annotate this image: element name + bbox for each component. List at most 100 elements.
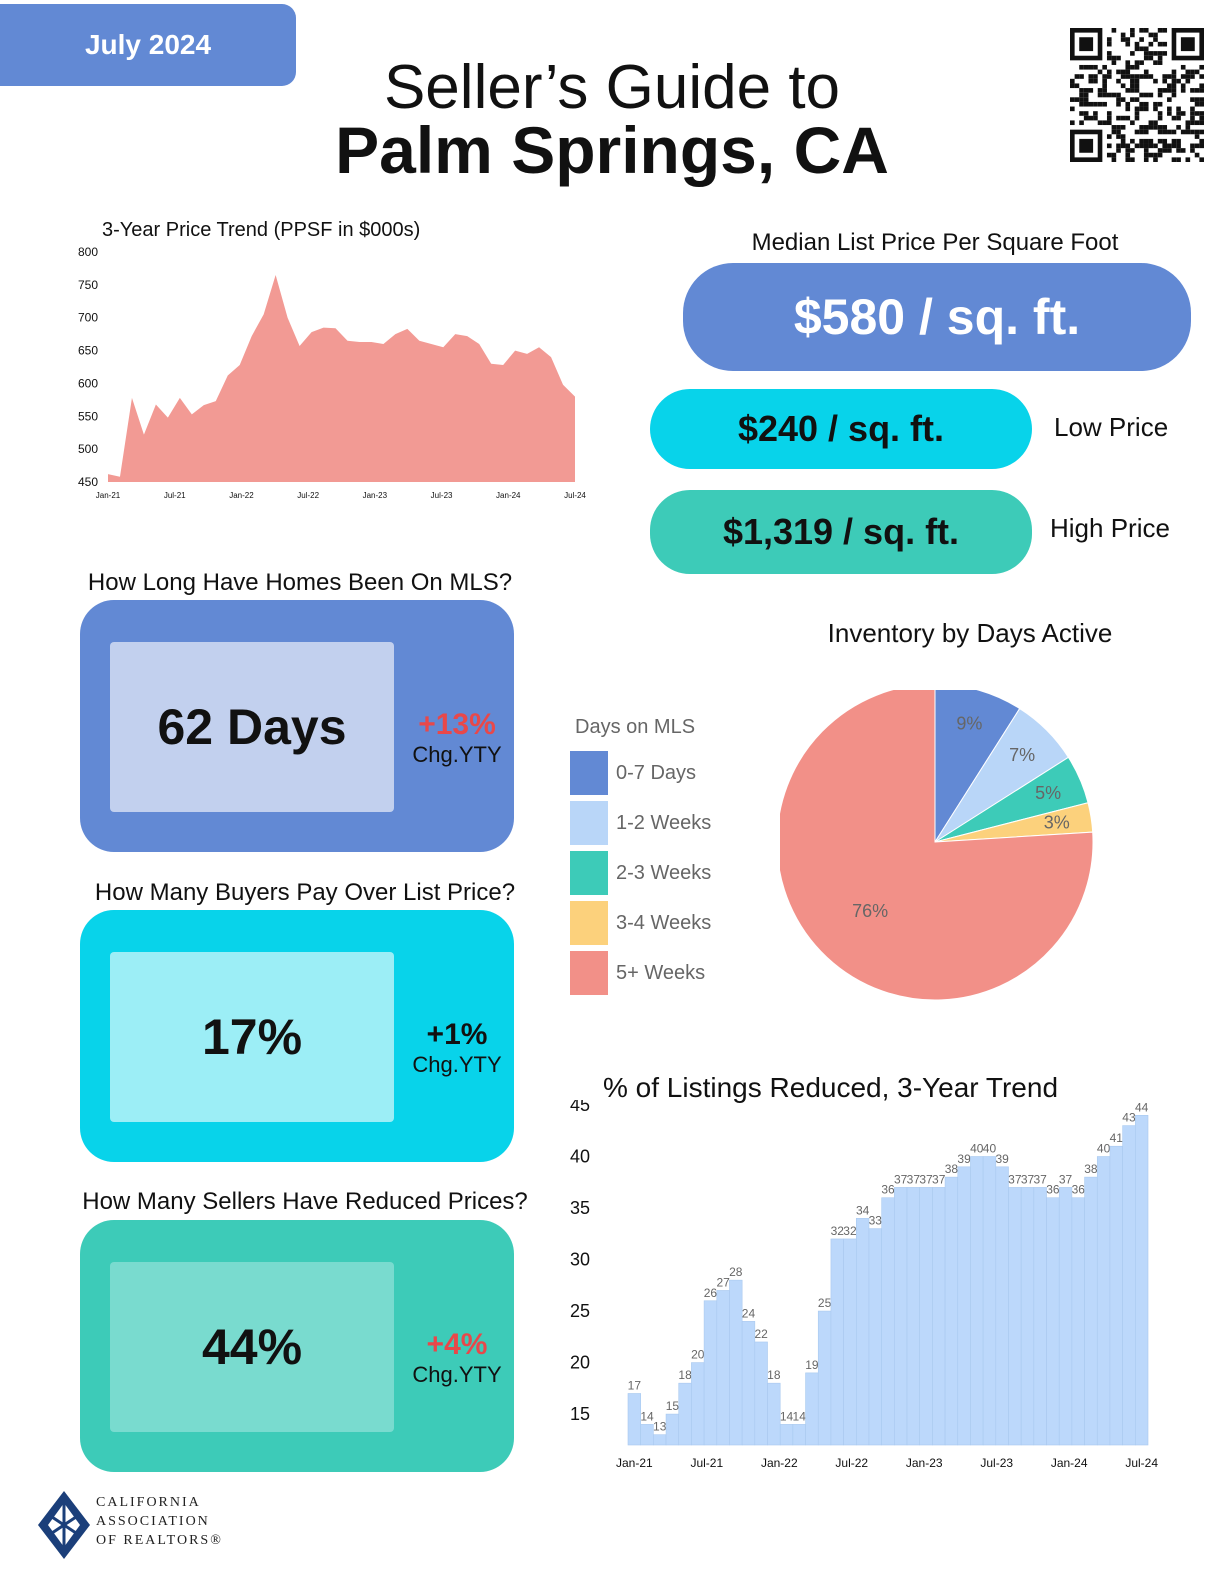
bar-value-label: 14 bbox=[780, 1409, 794, 1423]
bar-value-label: 41 bbox=[1110, 1131, 1124, 1145]
bar-y-tick: 30 bbox=[570, 1250, 590, 1270]
pie-label: 3% bbox=[1044, 813, 1070, 833]
bar bbox=[843, 1238, 857, 1446]
bar-value-label: 26 bbox=[704, 1286, 718, 1300]
bar-x-tick: Jan-24 bbox=[1051, 1456, 1088, 1470]
bar bbox=[906, 1187, 921, 1446]
bar bbox=[1135, 1115, 1149, 1446]
bar-value-label: 37 bbox=[1059, 1172, 1073, 1186]
bar bbox=[982, 1156, 997, 1446]
price-trend-y-tick: 450 bbox=[78, 475, 98, 489]
bar-value-label: 14 bbox=[793, 1409, 807, 1423]
page-title-line2: Palm Springs, CA bbox=[335, 113, 889, 187]
pie-label: 5% bbox=[1035, 783, 1061, 803]
bar-value-label: 38 bbox=[1084, 1162, 1098, 1176]
bar-value-label: 14 bbox=[640, 1409, 654, 1423]
reduced-change: +4% Chg.YTY bbox=[392, 1328, 522, 1388]
date-tab: July 2024 bbox=[0, 4, 296, 86]
bar-x-tick: Jan-23 bbox=[906, 1456, 943, 1470]
price-trend-y-tick: 700 bbox=[78, 311, 98, 325]
over-list-change-label: Chg.YTY bbox=[412, 1052, 502, 1077]
bar bbox=[1008, 1187, 1022, 1446]
bar bbox=[855, 1218, 870, 1446]
bar-x-tick: Jul-23 bbox=[980, 1456, 1013, 1470]
bar-value-label: 36 bbox=[881, 1183, 895, 1197]
bar bbox=[792, 1424, 806, 1446]
mls-days-card: 62 Days +13% Chg.YTY bbox=[80, 600, 514, 852]
bar-value-label: 44 bbox=[1135, 1100, 1149, 1114]
mls-days-change-value: +13% bbox=[418, 708, 496, 741]
bar bbox=[703, 1300, 718, 1446]
bar-value-label: 28 bbox=[729, 1265, 743, 1279]
org-line3: OF REALTORS® bbox=[96, 1533, 223, 1548]
bar-value-label: 40 bbox=[970, 1142, 984, 1156]
price-trend-y-tick: 550 bbox=[78, 409, 98, 423]
median-price-label: Median List Price Per Square Foot bbox=[751, 229, 1119, 256]
inventory-title: Inventory by Days Active bbox=[827, 618, 1113, 648]
qr-code-icon[interactable] bbox=[1070, 27, 1204, 163]
bar bbox=[754, 1341, 768, 1446]
org-line2: ASSOCIATION bbox=[96, 1514, 210, 1529]
bar-value-label: 20 bbox=[691, 1348, 705, 1362]
bar bbox=[1084, 1176, 1098, 1446]
bar bbox=[716, 1290, 730, 1446]
legend-swatch bbox=[570, 851, 608, 895]
bar bbox=[653, 1434, 667, 1446]
bar-value-label: 37 bbox=[932, 1172, 946, 1186]
price-trend-y-tick: 800 bbox=[78, 245, 98, 259]
bar-value-label: 32 bbox=[831, 1224, 845, 1238]
bar-x-tick: Jul-22 bbox=[835, 1456, 868, 1470]
bar-value-label: 18 bbox=[767, 1368, 781, 1382]
bar bbox=[881, 1197, 895, 1446]
high-price-pill: $1,319 / sq. ft. bbox=[650, 490, 1032, 574]
inventory-legend: 0-7 Days 1-2 Weeks 2-3 Weeks 3-4 Weeks 5+ We… bbox=[570, 748, 711, 998]
bar-value-label: 37 bbox=[907, 1172, 921, 1186]
price-trend-x-tick: Jul-22 bbox=[297, 491, 319, 500]
reduced-value: 44% bbox=[110, 1262, 394, 1432]
mls-days-change: +13% Chg.YTY bbox=[392, 708, 522, 768]
bar bbox=[932, 1187, 946, 1446]
bar bbox=[640, 1424, 654, 1446]
bar bbox=[779, 1424, 794, 1446]
org-line1: CALIFORNIA bbox=[96, 1495, 201, 1510]
bar-value-label: 19 bbox=[805, 1358, 819, 1372]
bar-value-label: 34 bbox=[856, 1203, 870, 1217]
bar-value-label: 40 bbox=[983, 1142, 997, 1156]
legend-swatch bbox=[570, 751, 608, 795]
low-price-label: Low Price bbox=[1054, 412, 1169, 442]
bar bbox=[830, 1238, 844, 1446]
bar bbox=[741, 1321, 756, 1446]
inventory-pie: 9% 7%5% 3% 76% bbox=[780, 690, 1094, 1001]
legend-label: 5+ Weeks bbox=[616, 961, 706, 984]
bar-y-tick: 25 bbox=[570, 1301, 590, 1321]
legend-item: 3-4 Weeks bbox=[570, 898, 711, 948]
bar-value-label: 24 bbox=[742, 1306, 756, 1320]
pie-slice bbox=[780, 690, 1094, 1001]
low-price-pill: $240 / sq. ft. bbox=[650, 389, 1032, 469]
legend-swatch bbox=[570, 801, 608, 845]
bar-x-tick: Jan-22 bbox=[761, 1456, 798, 1470]
legend-swatch bbox=[570, 951, 608, 995]
legend-item: 0-7 Days bbox=[570, 748, 711, 798]
bar bbox=[957, 1166, 971, 1446]
over-list-change-value: +1% bbox=[426, 1018, 488, 1051]
bar bbox=[767, 1382, 781, 1446]
over-list-question: How Many Buyers Pay Over List Price? bbox=[94, 879, 516, 906]
bar bbox=[1071, 1197, 1085, 1446]
mls-days-value: 62 Days bbox=[110, 642, 394, 812]
bar-value-label: 18 bbox=[678, 1368, 692, 1382]
legend-item: 1-2 Weeks bbox=[570, 798, 711, 848]
bar-value-label: 37 bbox=[1008, 1172, 1022, 1186]
price-trend-y-tick: 750 bbox=[78, 278, 98, 292]
bar-value-label: 38 bbox=[945, 1162, 959, 1176]
price-trend-chart: 3-Year Price Trend (PPSF in $000s) 800 75… bbox=[70, 215, 610, 515]
inventory-legend-title: Days on MLS bbox=[575, 716, 696, 738]
bar-y-tick: 35 bbox=[570, 1198, 590, 1218]
bar-x-tick: Jul-21 bbox=[690, 1456, 723, 1470]
bar bbox=[970, 1156, 984, 1446]
reduced-change-value: +4% bbox=[426, 1328, 488, 1361]
bar bbox=[995, 1166, 1009, 1446]
legend-item: 2-3 Weeks bbox=[570, 848, 711, 898]
bar bbox=[1033, 1187, 1047, 1446]
bar-value-label: 27 bbox=[716, 1275, 730, 1289]
